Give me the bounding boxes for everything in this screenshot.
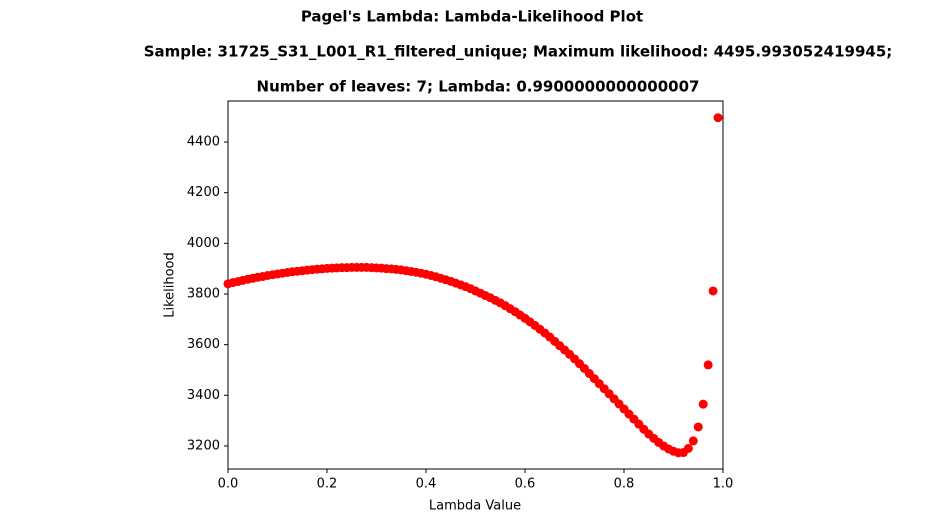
x-axis-label: Lambda Value: [429, 499, 521, 514]
plot-frame: [227, 100, 724, 470]
point: [683, 443, 693, 453]
y-tick-label: 4400: [187, 135, 220, 150]
title-line: Number of leaves: 7; Lambda: 0.990000000…: [257, 78, 700, 96]
title-line: Sample: 31725_S31_L001_R1_filtered_uniqu…: [144, 43, 893, 61]
y-tick-label: 3800: [187, 286, 220, 301]
y-tick-label: 3200: [187, 438, 220, 453]
y-tick-label: 3400: [187, 388, 220, 403]
y-tick-label: 4000: [187, 236, 220, 251]
point: [693, 422, 703, 432]
point: [703, 360, 713, 370]
x-tick-label: 1.0: [713, 477, 734, 492]
point: [698, 399, 708, 409]
x-tick-label: 0.2: [317, 477, 338, 492]
title-line: Pagel's Lambda: Lambda-Likelihood Plot: [301, 8, 643, 26]
y-tick-label: 3600: [187, 337, 220, 352]
point: [688, 436, 698, 446]
x-tick-label: 0.0: [218, 477, 239, 492]
y-axis-label: Likelihood: [163, 252, 178, 318]
x-tick-label: 0.8: [614, 477, 635, 492]
point: [708, 286, 718, 296]
point: [713, 113, 723, 123]
y-tick-label: 4200: [187, 185, 220, 200]
x-tick-label: 0.4: [416, 477, 437, 492]
x-tick-label: 0.6: [515, 477, 536, 492]
